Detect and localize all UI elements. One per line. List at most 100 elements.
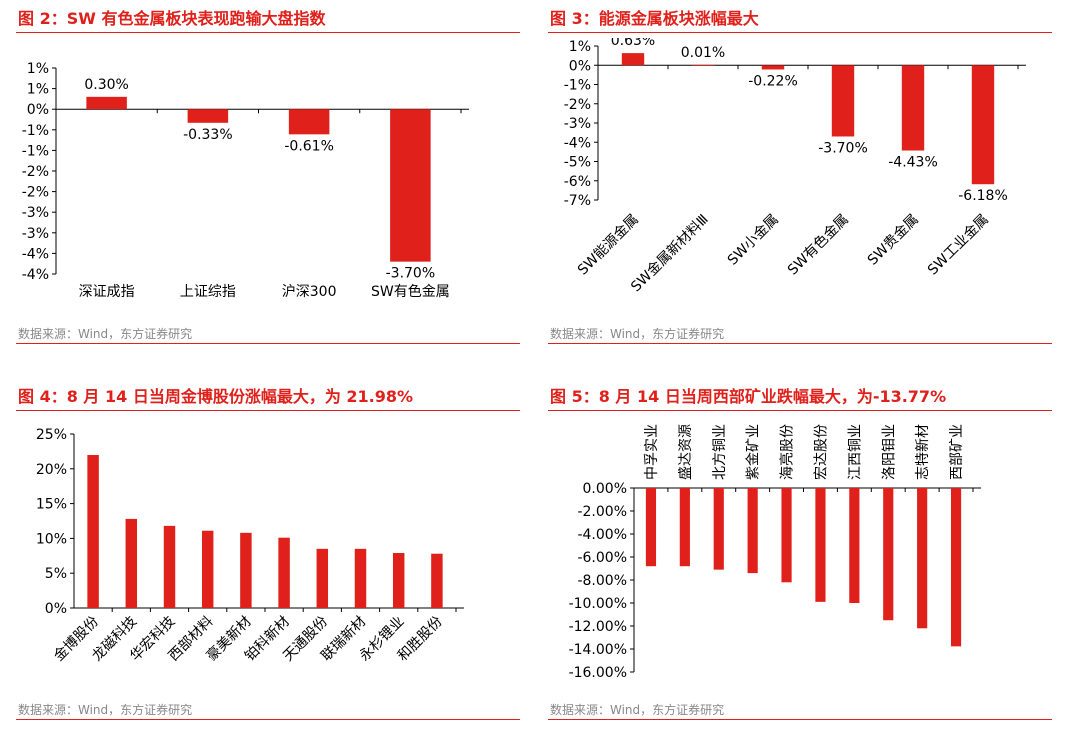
- y-tick-label: 0%: [27, 102, 49, 118]
- data-label: -3.70%: [818, 140, 868, 156]
- category-label: 江西铜业: [847, 424, 863, 480]
- y-tick-label: -14.00%: [569, 642, 627, 658]
- bar: [125, 518, 138, 608]
- category-label: SW有色金属: [784, 211, 852, 279]
- chart-top-losers: 0.00% -2.00% -4.00% -6.00% -8.00% -10.00% -12.…: [569, 424, 981, 681]
- y-tick-label: 10%: [36, 531, 67, 547]
- data-label: -0.61%: [284, 138, 334, 154]
- bar: [431, 553, 443, 608]
- bar: [679, 488, 690, 567]
- y-tick-label: -8.00%: [577, 573, 627, 589]
- bar: [645, 488, 657, 567]
- y-tick-label: -3%: [564, 116, 591, 132]
- chart-title: 图 2：SW 有色金属板块表现跑输大盘指数: [16, 8, 520, 33]
- chart-panel-sw-index: 图 2：SW 有色金属板块表现跑输大盘指数 1% 1% 0% -1% -1% -2% -2%…: [16, 8, 520, 348]
- bar: [316, 548, 329, 608]
- category-label: 紫金矿业: [746, 424, 762, 480]
- chart-source: 数据来源：Wind，东方证券研究: [548, 326, 1052, 344]
- chart-panel-top-losers: 图 5：8 月 14 日当周西部矿业跌幅最大，为-13.77% 0.00% -2.…: [548, 386, 1052, 726]
- y-tick-label: -3%: [22, 226, 49, 242]
- y-tick-label: 0.00%: [583, 481, 627, 497]
- y-tick-label: -1%: [22, 143, 49, 159]
- bar: [883, 488, 894, 621]
- bar: [354, 548, 367, 608]
- y-tick-label: -1%: [564, 78, 591, 94]
- y-tick-label: 1%: [27, 61, 49, 77]
- category-label: SW工业金属: [925, 212, 992, 279]
- category-label: SW小金属: [725, 212, 782, 269]
- bar: [713, 488, 724, 570]
- y-tick-label: -4.00%: [577, 527, 627, 543]
- category-label: 西部矿业: [949, 424, 965, 480]
- data-label: -4.43%: [888, 155, 938, 171]
- category-label: SW金属新材料Ⅲ: [628, 212, 712, 296]
- bar: [392, 553, 405, 608]
- y-tick-label: 25%: [36, 427, 67, 443]
- y-tick-label: -2%: [22, 164, 49, 180]
- data-label: -6.18%: [958, 188, 1008, 204]
- chart-source: 数据来源：Wind，东方证券研究: [548, 702, 1052, 720]
- y-tick-label: 1%: [569, 39, 591, 55]
- chart-title: 图 5：8 月 14 日当周西部矿业跌幅最大，为-13.77%: [548, 386, 1052, 411]
- bar: [240, 532, 252, 608]
- bar: [201, 530, 214, 608]
- y-tick-label: -4%: [564, 135, 591, 151]
- y-tick-label: 15%: [36, 497, 67, 513]
- data-label: 0.63%: [611, 38, 655, 49]
- y-tick-label: -2%: [564, 97, 591, 113]
- y-tick-label: -10.00%: [569, 596, 627, 612]
- data-label: -0.22%: [748, 73, 798, 89]
- chart-panel-top-gainers: 图 4：8 月 14 日当周金博股份涨幅最大，为 21.98% 25% 20% 15…: [16, 386, 520, 726]
- y-tick-label: -1%: [22, 123, 49, 139]
- y-tick-label: -12.00%: [569, 619, 627, 635]
- y-tick-label: -16.00%: [569, 665, 627, 681]
- y-tick-label: -3%: [22, 205, 49, 221]
- y-tick-label: 20%: [36, 462, 67, 478]
- chart-title: 图 3：能源金属板块涨幅最大: [548, 8, 1052, 33]
- data-label: 0.01%: [681, 45, 725, 61]
- bar: [278, 537, 290, 608]
- chart-title: 图 4：8 月 14 日当周金博股份涨幅最大，为 21.98%: [16, 386, 520, 411]
- y-tick-label: 5%: [45, 566, 67, 582]
- bar: [86, 96, 127, 110]
- chart-top-gainers: 25%20%15%10%5%0%金博股份龙磁科技华宏科技西部材料豪美新材铂科新材…: [36, 427, 464, 664]
- chart-energy-metals: 1% 0% -1% -2% -3% -4% -5% -6% -7% 0.63% SW能源金属 0.01…: [564, 38, 1026, 296]
- category-label: 深证成指: [79, 284, 135, 300]
- category-label: SW贵金属: [865, 212, 922, 269]
- category-label: 中孚实业: [644, 424, 660, 480]
- y-tick-label: -6.00%: [577, 550, 627, 566]
- y-tick-label: -7%: [564, 193, 591, 209]
- bar: [390, 109, 431, 262]
- y-tick-label: -2.00%: [577, 504, 627, 520]
- bar: [163, 525, 176, 608]
- data-label: -0.33%: [183, 127, 233, 143]
- y-tick-label: -4%: [22, 267, 49, 283]
- bar: [87, 455, 99, 608]
- category-label: 宏达股份: [813, 424, 829, 480]
- category-label: 沪深300: [282, 284, 337, 300]
- y-tick-label: -6%: [564, 174, 591, 190]
- category-label: 志特新材: [915, 424, 931, 480]
- y-tick-label: 0%: [569, 58, 591, 74]
- y-tick-label: -2%: [22, 185, 49, 201]
- chart-panel-energy-metals: 图 3：能源金属板块涨幅最大 1% 0% -1% -2% -3% -4% -5% -6% -7%…: [548, 8, 1052, 348]
- bar: [901, 65, 925, 151]
- data-label: -3.70%: [386, 266, 436, 282]
- bar: [187, 109, 229, 123]
- y-tick-label: -4%: [22, 246, 49, 262]
- bar: [691, 65, 715, 66]
- category-label: 洛阳钼业: [881, 424, 897, 480]
- bar: [971, 65, 995, 185]
- y-tick-label: 0%: [45, 601, 67, 617]
- bar: [815, 488, 826, 602]
- bar: [849, 488, 860, 603]
- category-label: 海亮股份: [779, 424, 796, 480]
- bar: [747, 488, 758, 574]
- y-tick-label: 1%: [27, 82, 49, 98]
- bar: [621, 53, 645, 66]
- chart-source: 数据来源：Wind，东方证券研究: [16, 326, 520, 344]
- category-label: 北方铜业: [712, 424, 728, 480]
- bar: [288, 109, 330, 135]
- bar: [761, 65, 785, 70]
- category-label: SW有色金属: [371, 283, 450, 300]
